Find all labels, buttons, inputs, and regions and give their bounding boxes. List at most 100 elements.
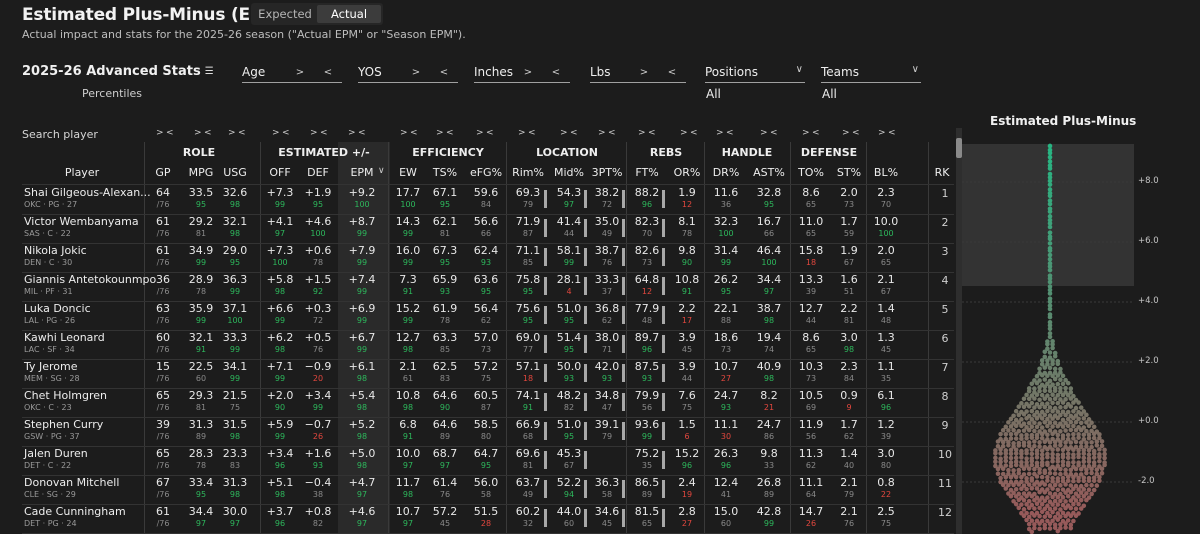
player-dot[interactable] <box>1045 432 1050 438</box>
player-dot[interactable] <box>1099 466 1105 472</box>
player-dot[interactable] <box>1019 502 1024 507</box>
player-dot[interactable] <box>1052 366 1058 372</box>
player-dot[interactable] <box>1086 432 1092 438</box>
player-dot[interactable] <box>1026 505 1032 511</box>
player-dot[interactable] <box>1034 501 1040 507</box>
table-row[interactable]: Victor Wembanyama SAS · C · 22 61/76 29.2 81… <box>22 214 954 243</box>
player-dot[interactable] <box>1003 454 1009 460</box>
player-dot[interactable] <box>1063 521 1068 526</box>
player-dot[interactable] <box>1042 419 1048 425</box>
table-row[interactable]: Luka Doncic LAL · PG · 26 63/76 35.9 99 37.1 1… <box>22 301 954 330</box>
player-dot[interactable] <box>1042 470 1048 476</box>
player-dot[interactable] <box>1045 462 1050 468</box>
player-dot[interactable] <box>1078 420 1084 426</box>
player-dot[interactable] <box>1065 462 1071 468</box>
player-dot[interactable] <box>1047 166 1053 171</box>
player-dot[interactable] <box>1003 463 1009 468</box>
player-dot[interactable] <box>995 439 1001 444</box>
player-dot[interactable] <box>1063 397 1068 402</box>
player-dot[interactable] <box>1055 511 1061 516</box>
player-dot[interactable] <box>1094 439 1100 444</box>
sort-arrow[interactable]: > <box>272 128 280 138</box>
player-dot[interactable] <box>1003 458 1009 464</box>
player-dot[interactable] <box>1052 443 1058 448</box>
player-dot[interactable] <box>1013 501 1019 507</box>
column-header[interactable]: TO% <box>798 166 824 179</box>
player-dot[interactable] <box>1063 404 1068 410</box>
player-dot[interactable] <box>1047 279 1053 285</box>
player-dot[interactable] <box>1086 487 1092 493</box>
player-dot[interactable] <box>1034 486 1040 491</box>
sort-arrow[interactable]: > <box>400 128 408 138</box>
player-dot[interactable] <box>1019 474 1024 480</box>
player-dot[interactable] <box>1065 455 1071 461</box>
player-dot[interactable] <box>1039 401 1045 407</box>
player-dot[interactable] <box>1068 525 1074 531</box>
sort-arrow[interactable]: > <box>598 128 606 138</box>
player-dot[interactable] <box>1068 440 1074 445</box>
player-dot[interactable] <box>1011 413 1016 419</box>
player-dot[interactable] <box>1068 483 1074 488</box>
player-dot[interactable] <box>1045 358 1050 363</box>
player-dot[interactable] <box>1034 435 1040 441</box>
player-dot[interactable] <box>1047 384 1053 390</box>
player-dot[interactable] <box>1071 408 1076 414</box>
column-header[interactable]: BL% <box>873 166 899 179</box>
player-dot[interactable] <box>1097 458 1102 464</box>
sort-arrow[interactable]: > <box>560 128 568 138</box>
sort-arrow[interactable]: > <box>680 128 688 138</box>
filter-inches-gt[interactable]: > <box>523 66 533 78</box>
player-dot[interactable] <box>1008 447 1014 453</box>
player-dot[interactable] <box>1045 454 1050 460</box>
player-dot[interactable] <box>1071 400 1076 405</box>
sort-arrow[interactable]: < <box>410 128 418 138</box>
sort-arrow[interactable]: > <box>716 128 724 138</box>
player-dot[interactable] <box>1047 154 1053 160</box>
player-dot[interactable] <box>1042 349 1048 355</box>
player-dot[interactable] <box>1089 470 1094 476</box>
player-dot[interactable] <box>1065 409 1071 415</box>
player-dot[interactable] <box>1003 474 1009 480</box>
player-dot[interactable] <box>1029 486 1035 491</box>
player-dot[interactable] <box>1060 462 1066 468</box>
player-dot[interactable] <box>1047 224 1053 230</box>
player-name[interactable]: Ty Jerome <box>24 360 78 373</box>
player-dot[interactable] <box>1086 417 1092 422</box>
player-dot[interactable] <box>1029 493 1035 499</box>
player-dot[interactable] <box>1006 467 1011 473</box>
player-dot[interactable] <box>1034 424 1040 430</box>
player-dot[interactable] <box>1068 489 1074 495</box>
player-dot[interactable] <box>1047 256 1053 262</box>
sort-arrow[interactable]: > <box>156 128 164 138</box>
player-dot[interactable] <box>1089 420 1094 426</box>
player-dot[interactable] <box>1086 435 1092 441</box>
player-dot[interactable] <box>1060 436 1066 441</box>
column-header[interactable]: GP <box>155 166 171 179</box>
player-dot[interactable] <box>1058 439 1063 445</box>
filter-age[interactable]: Age > < <box>242 62 342 83</box>
player-dot[interactable] <box>1029 462 1035 468</box>
column-header[interactable]: USG <box>223 166 247 179</box>
player-dot[interactable] <box>1052 439 1058 445</box>
toggle-actual[interactable]: Actual <box>317 5 381 23</box>
player-dot[interactable] <box>1068 404 1074 409</box>
player-dot[interactable] <box>1019 455 1024 460</box>
player-dot[interactable] <box>1086 478 1092 484</box>
player-dot[interactable] <box>1032 412 1037 418</box>
player-dot[interactable] <box>1013 459 1019 465</box>
player-dot[interactable] <box>1037 482 1042 487</box>
player-dot[interactable] <box>1050 451 1055 457</box>
player-dot[interactable] <box>1016 470 1022 476</box>
player-dot[interactable] <box>1021 513 1027 519</box>
player-dot[interactable] <box>1047 506 1053 512</box>
player-dot[interactable] <box>1047 466 1053 472</box>
player-dot[interactable] <box>1058 471 1063 477</box>
player-dot[interactable] <box>1013 423 1019 429</box>
player-dot[interactable] <box>1034 451 1040 457</box>
player-dot[interactable] <box>1052 471 1058 476</box>
player-dot[interactable] <box>1060 459 1066 464</box>
player-dot[interactable] <box>1039 358 1045 363</box>
player-dot[interactable] <box>1026 388 1032 394</box>
table-row[interactable]: Kawhi Leonard LAC · SF · 34 60/76 32.1 91 33.… <box>22 330 954 359</box>
player-dot[interactable] <box>1055 393 1061 398</box>
